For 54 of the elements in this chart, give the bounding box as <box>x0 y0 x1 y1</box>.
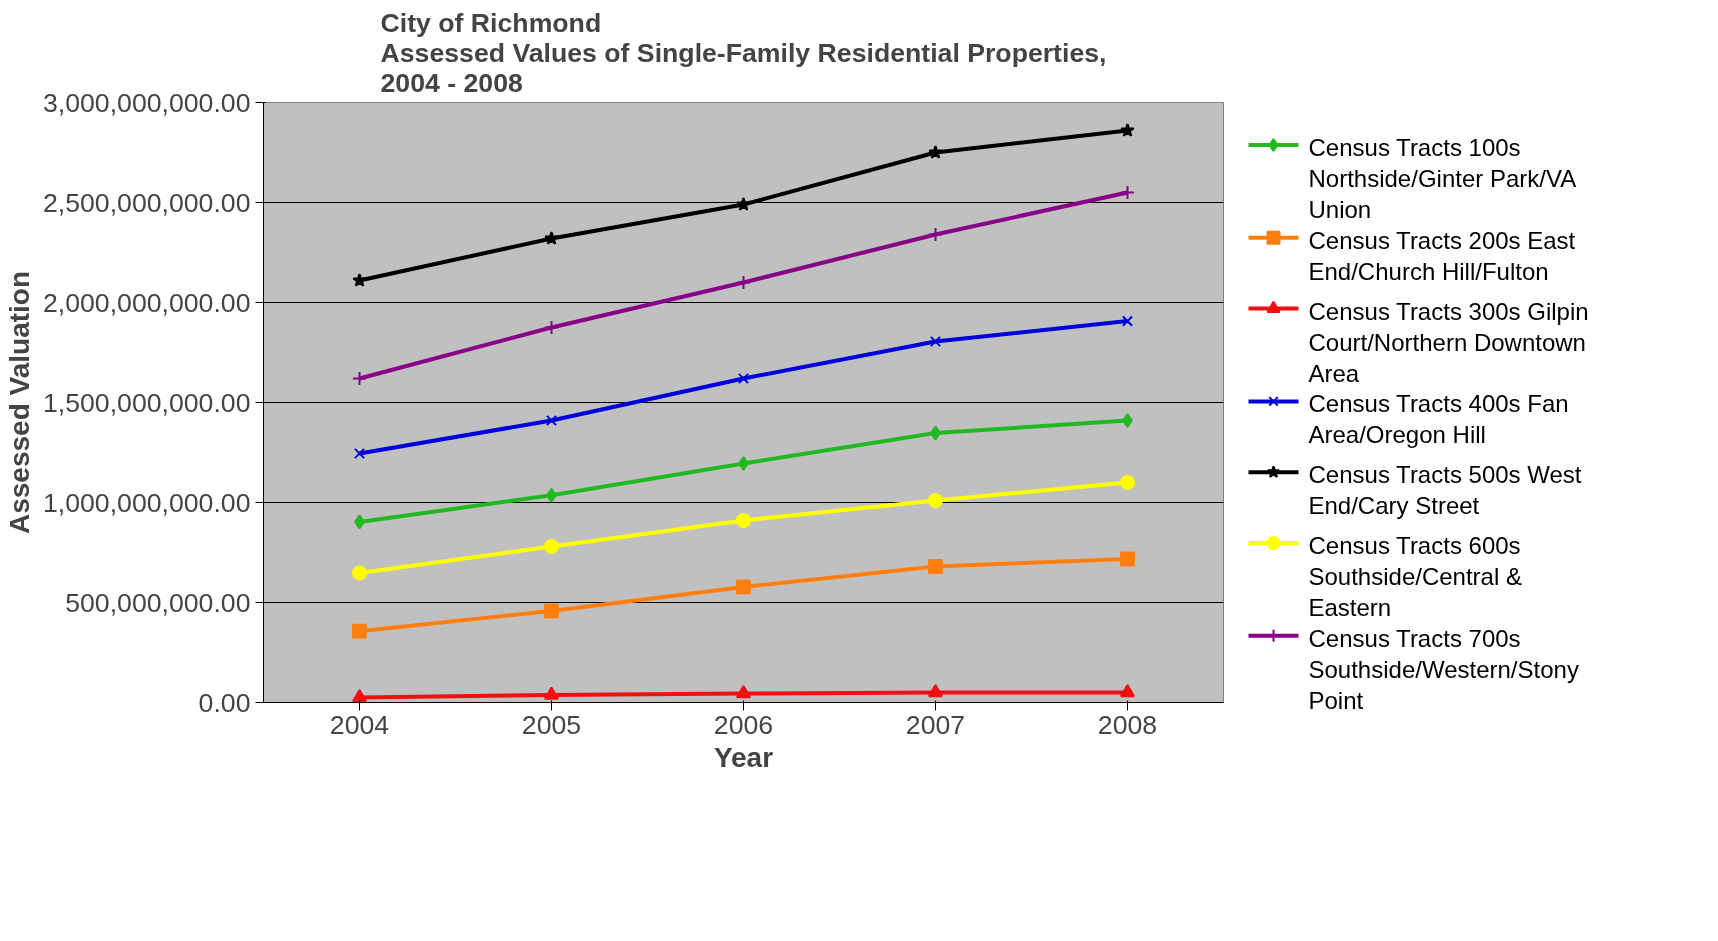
y-axis-title: Assessed Valuation <box>3 270 35 534</box>
point <box>544 603 559 619</box>
y-tick-label: 500,000,000.00 <box>65 587 251 618</box>
point <box>1120 551 1135 567</box>
point <box>353 447 366 460</box>
point <box>928 227 943 242</box>
y-tick-label: 0.00 <box>198 687 251 718</box>
point <box>928 683 943 698</box>
y-tick-label: 1,000,000,000.00 <box>42 487 251 518</box>
point <box>929 335 942 348</box>
x-tick-label: 2008 <box>1097 709 1158 740</box>
point <box>352 565 367 581</box>
point <box>1120 475 1135 490</box>
point <box>928 559 943 574</box>
point <box>352 273 367 287</box>
legend-label: Census Tracts 400s Fan Area/Oregon Hill <box>1308 390 1569 449</box>
point <box>928 145 943 159</box>
point <box>544 686 559 700</box>
point <box>736 579 751 595</box>
legend-label: Census Tracts 500s West End/Cary Street <box>1308 461 1582 520</box>
x-tick-label: 2004 <box>329 709 390 740</box>
x-tick-label: 2005 <box>521 709 582 740</box>
point <box>1121 315 1134 327</box>
point <box>544 320 559 335</box>
point <box>736 513 751 528</box>
legend-label: Census Tracts 100s Northside/Ginter Park/VA Union <box>1308 133 1577 224</box>
point <box>352 623 367 639</box>
point <box>1120 123 1135 137</box>
point <box>736 684 751 699</box>
point <box>737 372 750 385</box>
x-axis-title: Year <box>713 741 774 773</box>
legend-label: Census Tracts 300s Gilpin Court/Northern Downtown Area <box>1308 297 1589 387</box>
y-tick-label: 2,000,000,000.00 <box>42 287 251 318</box>
legend-label: Census Tracts 200s East End/Church Hill/Fulton <box>1308 226 1576 285</box>
point <box>352 371 367 386</box>
x-tick-label: 2006 <box>713 709 774 740</box>
point <box>1122 413 1133 428</box>
legend-label: Census Tracts 700s Southside/Western/Stony Point <box>1308 624 1579 714</box>
point <box>352 688 367 703</box>
legend-label: Census Tracts 600s Southside/Central & Eastern <box>1308 531 1522 622</box>
point <box>736 275 751 290</box>
chart-title: City of Richmond Assessed Values of Single-Family Residential Properties, 2004 - 2008 <box>380 7 1107 98</box>
y-tick-label: 2,500,000,000.00 <box>42 187 251 218</box>
point <box>738 456 749 471</box>
y-tick-label: 1,500,000,000.00 <box>42 387 251 418</box>
point <box>1120 185 1135 200</box>
point <box>736 197 751 211</box>
point <box>544 231 559 245</box>
point <box>544 539 559 554</box>
x-tick-label: 2007 <box>905 709 966 740</box>
y-tick-label: 3,000,000,000.00 <box>42 87 251 118</box>
point <box>928 493 943 508</box>
point <box>1120 683 1135 698</box>
point <box>545 414 558 427</box>
